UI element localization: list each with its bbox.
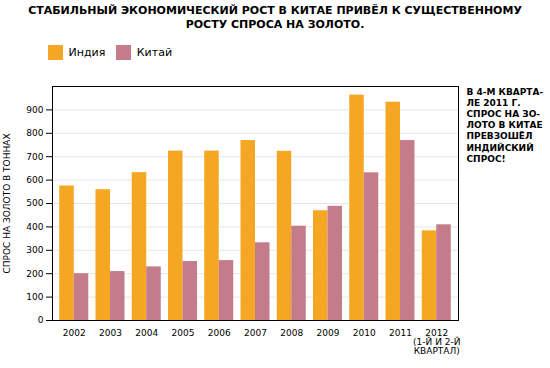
svg-text:200: 200 <box>26 269 43 279</box>
svg-text:2010: 2010 <box>353 328 376 338</box>
html-text:Китай: Китай <box>136 45 173 59</box>
svg-text:2012(1-Й И 2-ЙКВАРТАЛ): 2012(1-Й И 2-ЙКВАРТАЛ) <box>413 328 460 356</box>
svg-text:В 4-М КВАРТА-ЛЕ 2011 Г.СПРОС Н: В 4-М КВАРТА-ЛЕ 2011 Г.СПРОС НА ЗО-ЛОТО … <box>467 86 544 164</box>
svg-text:500: 500 <box>26 198 43 208</box>
html-text:СТАБИЛЬНЫЙ ЭКОНОМИЧЕСКИЙ РОСТ: СТАБИЛЬНЫЙ ЭКОНОМИЧЕСКИЙ РОСТ В КИТАЕ ПР… <box>28 4 522 31</box>
svg-text:2005: 2005 <box>172 328 195 338</box>
svg-text:2002: 2002 <box>63 328 86 338</box>
svg-text:2006: 2006 <box>208 328 231 338</box>
svg-text:400: 400 <box>26 222 43 232</box>
svg-text:600: 600 <box>26 175 43 185</box>
svg-text:900: 900 <box>26 105 43 115</box>
svg-text:2009: 2009 <box>317 328 340 338</box>
html-text:Индия: Индия <box>68 45 106 59</box>
svg-text:2011: 2011 <box>389 328 412 338</box>
svg-text:2003: 2003 <box>99 328 122 338</box>
svg-text:2008: 2008 <box>280 328 303 338</box>
svg-text:2007: 2007 <box>244 328 267 338</box>
svg-text:100: 100 <box>26 292 43 302</box>
svg-text:700: 700 <box>26 152 43 162</box>
svg-text:300: 300 <box>26 245 43 255</box>
svg-text:СПРОС НА ЗОЛОТО В ТОННАХ: СПРОС НА ЗОЛОТО В ТОННАХ <box>2 133 12 273</box>
svg-text:2004: 2004 <box>135 328 158 338</box>
svg-text:800: 800 <box>26 128 43 138</box>
svg-text:0: 0 <box>38 315 44 325</box>
